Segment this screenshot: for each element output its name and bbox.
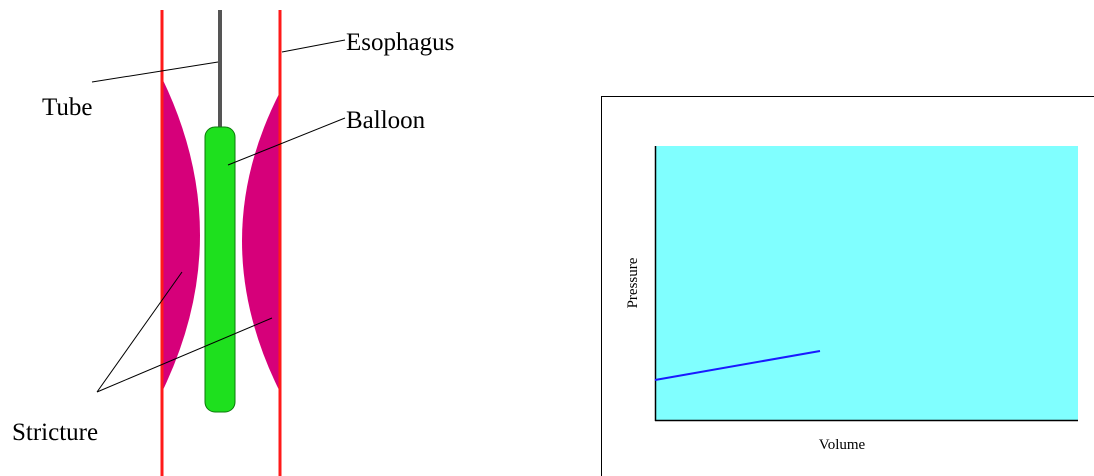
stricture-left — [162, 78, 200, 392]
label: Tube — [42, 94, 93, 121]
stricture-right — [242, 92, 280, 392]
label: Stricture — [12, 419, 98, 446]
y-axis-label: Pressure — [625, 257, 641, 308]
diagram: Esophagus Tube Balloon Stricture Pressur… — [0, 0, 1094, 476]
label: Balloon — [346, 107, 426, 134]
leader-line — [282, 40, 345, 52]
balloon — [205, 127, 235, 412]
plot-area — [655, 146, 1078, 420]
x-axis-label: Volume — [819, 437, 866, 453]
label: Esophagus — [346, 29, 454, 56]
leader-line — [228, 118, 345, 165]
leader-line — [92, 62, 218, 82]
page: Esophagus Tube Balloon Stricture Pressur… — [0, 0, 1094, 476]
